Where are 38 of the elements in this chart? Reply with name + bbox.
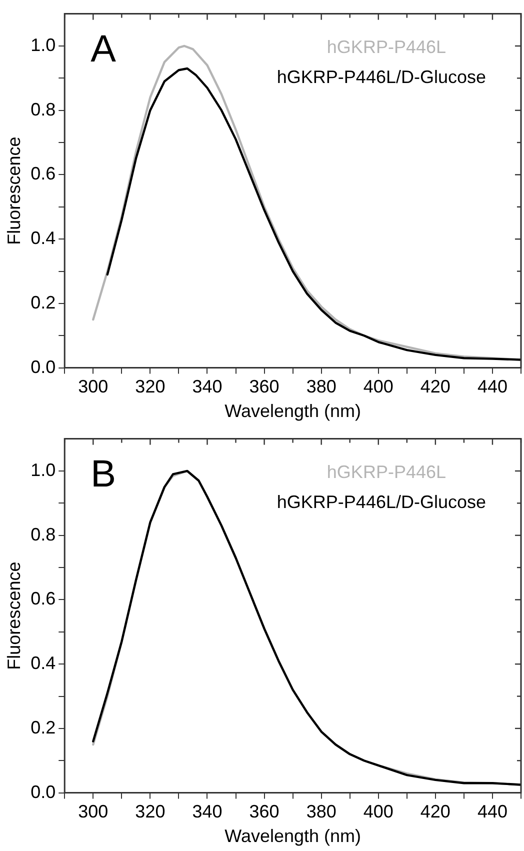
- y-tick-label: 0.0: [30, 356, 56, 377]
- y-tick-label: 0.8: [30, 99, 56, 120]
- y-tick-label: 0.6: [30, 164, 56, 184]
- x-tick-label: 300: [78, 802, 108, 822]
- text: hGKRP-P446L: [326, 36, 446, 57]
- x-tick-label: 400: [363, 802, 394, 822]
- x-tick-label: 360: [249, 376, 280, 397]
- text: hGKRP-P446L/D-Glucose: [276, 492, 486, 512]
- x-tick-label: 400: [363, 376, 394, 397]
- y-tick-label: 0.2: [30, 717, 56, 738]
- y-tick-label: 0.8: [30, 524, 56, 544]
- x-axis-title: Wavelength (nm): [224, 826, 362, 846]
- x-tick-label: 380: [306, 376, 336, 397]
- y-axis-title: Fluorescence: [4, 136, 24, 245]
- y-tick-label: 0.4: [30, 228, 56, 248]
- x-tick-label: 440: [477, 376, 508, 397]
- x-tick-label: 320: [135, 376, 166, 397]
- y-axis-title: Fluorescence: [4, 562, 24, 670]
- y-tick-label: 0.0: [30, 782, 56, 802]
- x-tick-label: 340: [192, 802, 222, 822]
- x-tick-label: 320: [135, 802, 166, 822]
- x-tick-label: 380: [306, 802, 336, 822]
- x-tick-label: 340: [192, 376, 222, 397]
- y-tick-label: 1.0: [30, 460, 56, 480]
- y-tick-label: 0.6: [30, 588, 56, 609]
- y-tick-label: 0.2: [30, 292, 56, 312]
- x-tick-label: 360: [249, 802, 280, 822]
- x-tick-label: 300: [78, 376, 108, 397]
- x-tick-label: 420: [420, 376, 450, 397]
- text: hGKRP-P446L/D-Glucose: [276, 66, 486, 87]
- x-tick-label: 420: [420, 802, 450, 822]
- text: hGKRP-P446L: [326, 462, 446, 482]
- x-tick-label: 440: [477, 802, 508, 822]
- x-axis-title: Wavelength (nm): [224, 401, 362, 422]
- y-tick-label: 1.0: [30, 34, 56, 55]
- annotation: A: [90, 28, 117, 70]
- y-tick-label: 0.4: [30, 653, 56, 674]
- annotation: B: [90, 453, 116, 496]
